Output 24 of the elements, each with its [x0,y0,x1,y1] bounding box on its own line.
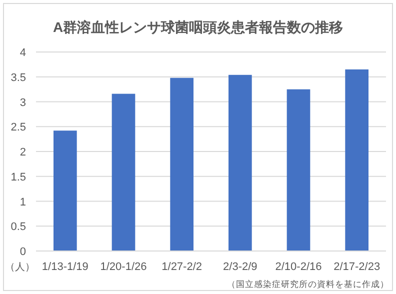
x-tick-label: 2/3-2/9 [223,261,258,273]
bar [345,69,368,251]
y-tick-label: 2.5 [10,122,26,134]
chart-title: A群溶血性レンサ球菌咽頭炎患者報告数の推移 [52,19,344,35]
y-tick-label: 0 [20,246,26,258]
x-tick-label: 2/10-2/16 [275,261,322,273]
x-tick-label: 1/20-1/26 [100,261,147,273]
bar [54,130,77,251]
x-tick-label: 1/13-1/19 [42,261,88,273]
bar [112,94,136,251]
y-tick-label: 1.5 [10,171,26,184]
y-tick-label: 0.5 [10,221,26,234]
bar [286,89,310,251]
x-tick-label: 2/17-2/23 [334,261,380,273]
y-tick-label: 1 [20,196,26,208]
y-tick-label: 3 [20,96,26,109]
y-tick-label: 4 [20,47,26,59]
text: （国立感染症研究所の資料を基に作成） [227,279,389,289]
bar [228,74,252,251]
y-tick-label: 2 [20,146,26,158]
bar [170,78,194,251]
y-tick-label: 3.5 [10,72,26,84]
x-tick-label: 1/27-2/2 [162,261,202,273]
y-axis-title: （人） [5,262,35,273]
